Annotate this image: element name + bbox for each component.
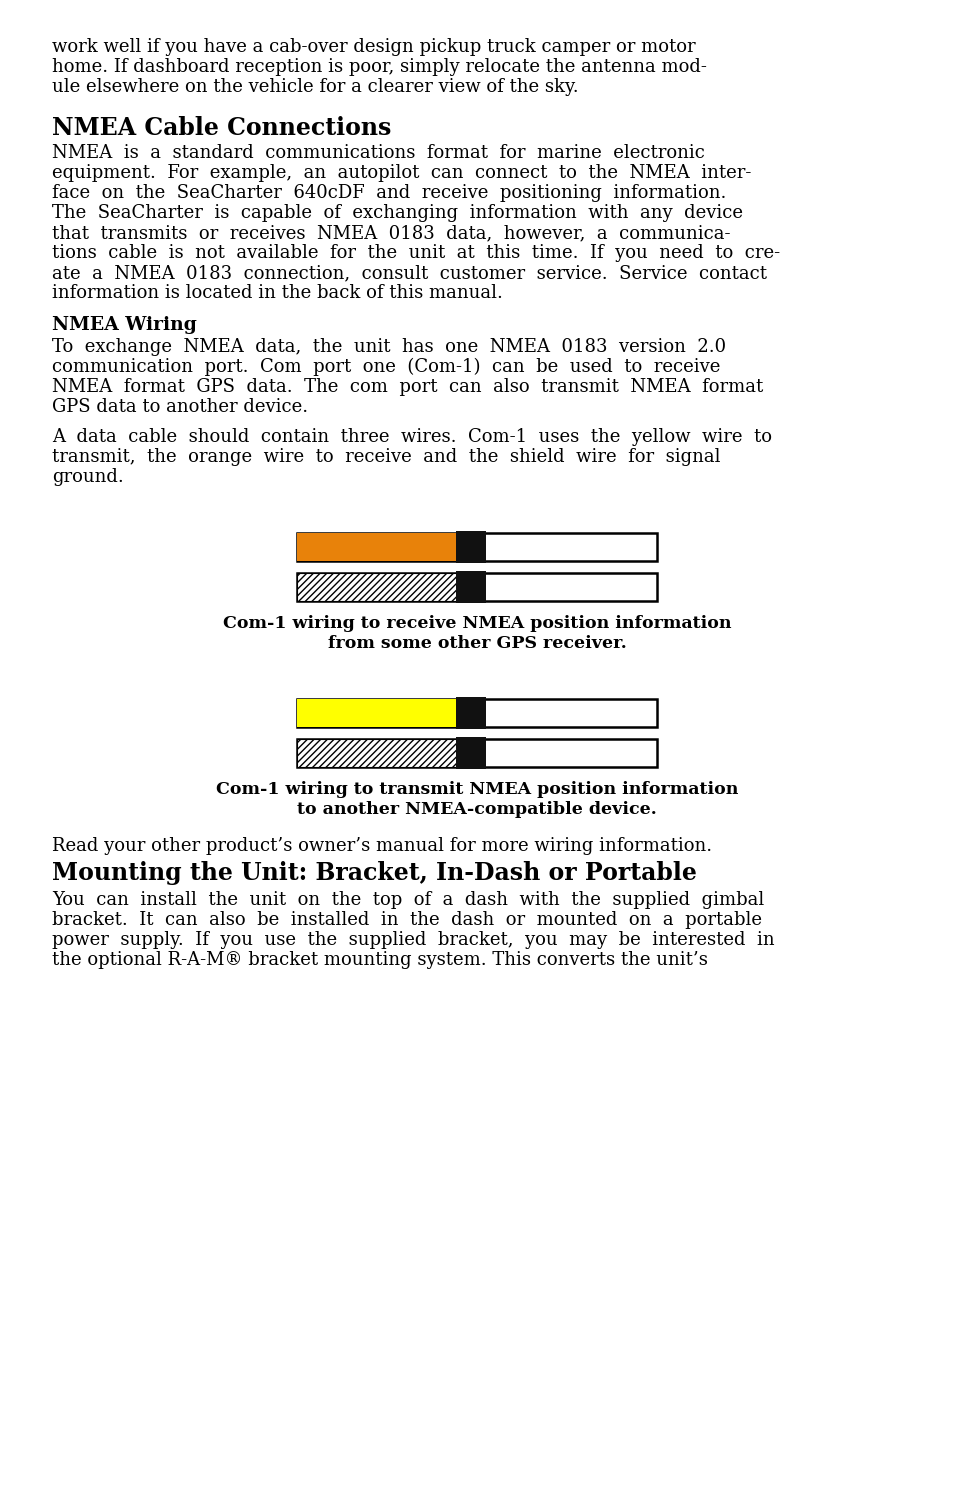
Text: power  supply.  If  you  use  the  supplied  bracket,  you  may  be  interested : power supply. If you use the supplied br…	[52, 931, 774, 949]
Bar	[296, 532, 657, 561]
Text: NMEA Cable Connections: NMEA Cable Connections	[52, 116, 391, 140]
Text: NMEA  is  a  standard  communications  format  for  marine  electronic: NMEA is a standard communications format…	[52, 144, 704, 162]
Text: The  SeaCharter  is  capable  of  exchanging  information  with  any  device: The SeaCharter is capable of exchanging …	[52, 204, 742, 222]
Text: to another NMEA-compatible device.: to another NMEA-compatible device.	[296, 801, 657, 818]
Text: To  exchange  NMEA  data,  the  unit  has  one  NMEA  0183  version  2.0: To exchange NMEA data, the unit has one …	[52, 338, 725, 355]
Text: You  can  install  the  unit  on  the  top  of  a  dash  with  the  supplied  gi: You can install the unit on the top of a…	[52, 891, 763, 909]
Text: that  transmits  or  receives  NMEA  0183  data,  however,  a  communica-: that transmits or receives NMEA 0183 dat…	[52, 225, 730, 242]
Text: home. If dashboard reception is poor, simply relocate the antenna mod-: home. If dashboard reception is poor, si…	[52, 58, 706, 76]
Text: Com-1 wiring to receive NMEA position information: Com-1 wiring to receive NMEA position in…	[222, 616, 731, 632]
Bar	[296, 699, 471, 727]
Text: Com-1 wiring to transmit NMEA position information: Com-1 wiring to transmit NMEA position i…	[215, 781, 738, 799]
Text: ground.: ground.	[52, 468, 124, 486]
Text: from some other GPS receiver.: from some other GPS receiver.	[327, 635, 626, 651]
Bar	[296, 699, 657, 727]
Text: communication  port.  Com  port  one  (Com-1)  can  be  used  to  receive: communication port. Com port one (Com-1)…	[52, 358, 720, 376]
Text: ule elsewhere on the vehicle for a clearer view of the sky.: ule elsewhere on the vehicle for a clear…	[52, 77, 578, 97]
Bar	[456, 571, 485, 604]
Text: A  data  cable  should  contain  three  wires.  Com-1  uses  the  yellow  wire  : A data cable should contain three wires.…	[52, 428, 771, 446]
Text: transmit,  the  orange  wire  to  receive  and  the  shield  wire  for  signal: transmit, the orange wire to receive and…	[52, 448, 720, 465]
Bar	[296, 739, 657, 767]
Bar	[456, 738, 485, 769]
Text: bracket.  It  can  also  be  installed  in  the  dash  or  mounted  on  a  porta: bracket. It can also be installed in the…	[52, 912, 761, 929]
Text: NMEA  format  GPS  data.  The  com  port  can  also  transmit  NMEA  format: NMEA format GPS data. The com port can a…	[52, 378, 762, 396]
Text: the optional R-A-M® bracket mounting system. This converts the unit’s: the optional R-A-M® bracket mounting sys…	[52, 952, 707, 970]
Bar	[296, 739, 471, 767]
Text: work well if you have a cab-over design pickup truck camper or motor: work well if you have a cab-over design …	[52, 39, 695, 57]
Text: Mounting the Unit: Bracket, In-Dash or Portable: Mounting the Unit: Bracket, In-Dash or P…	[52, 861, 696, 885]
Bar	[456, 531, 485, 564]
Text: face  on  the  SeaCharter  640cDF  and  receive  positioning  information.: face on the SeaCharter 640cDF and receiv…	[52, 184, 725, 202]
Text: ate  a  NMEA  0183  connection,  consult  customer  service.  Service  contact: ate a NMEA 0183 connection, consult cust…	[52, 265, 766, 283]
Text: GPS data to another device.: GPS data to another device.	[52, 399, 308, 416]
Bar	[296, 532, 471, 561]
Text: NMEA Wiring: NMEA Wiring	[52, 317, 196, 335]
Text: information is located in the back of this manual.: information is located in the back of th…	[52, 284, 502, 302]
Bar	[456, 697, 485, 729]
Text: tions  cable  is  not  available  for  the  unit  at  this  time.  If  you  need: tions cable is not available for the uni…	[52, 244, 780, 262]
Text: Read your other product’s owner’s manual for more wiring information.: Read your other product’s owner’s manual…	[52, 837, 711, 855]
Bar	[296, 572, 657, 601]
Text: equipment.  For  example,  an  autopilot  can  connect  to  the  NMEA  inter-: equipment. For example, an autopilot can…	[52, 164, 751, 181]
Bar	[296, 572, 471, 601]
